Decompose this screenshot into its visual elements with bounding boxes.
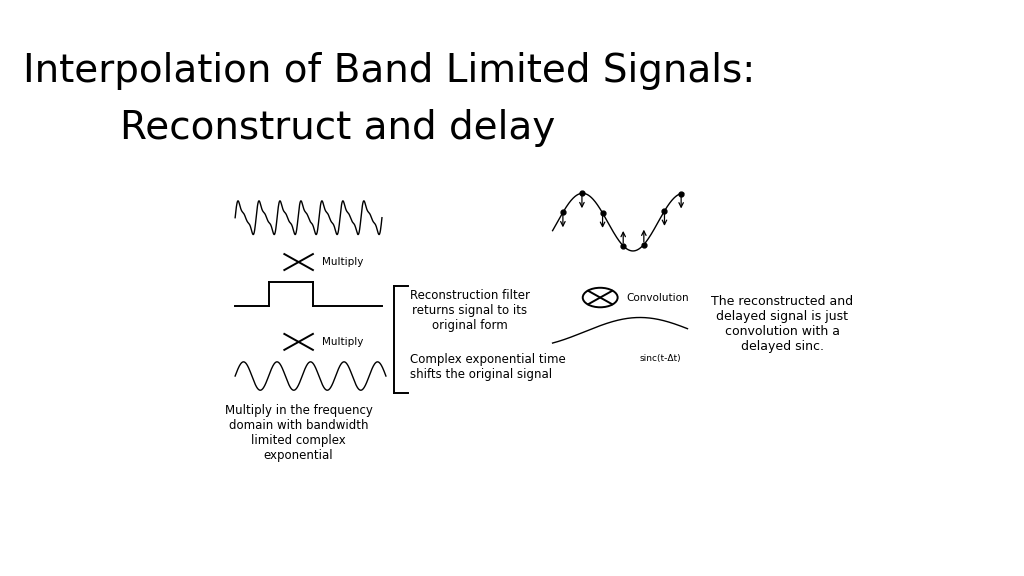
Text: Complex exponential time
shifts the original signal: Complex exponential time shifts the orig… (410, 353, 565, 381)
Text: Interpolation of Band Limited Signals:: Interpolation of Band Limited Signals: (23, 52, 756, 90)
Text: Reconstruction filter
returns signal to its
original form: Reconstruction filter returns signal to … (410, 289, 529, 332)
Text: Multiply: Multiply (323, 337, 364, 347)
Text: Multiply: Multiply (323, 257, 364, 267)
Text: Reconstruct and delay: Reconstruct and delay (120, 109, 556, 147)
Text: The reconstructed and
delayed signal is just
convolution with a
delayed sinc.: The reconstructed and delayed signal is … (712, 295, 853, 353)
Text: Convolution: Convolution (627, 293, 689, 302)
Text: sinc(t-Δt): sinc(t-Δt) (640, 354, 682, 363)
Text: Multiply in the frequency
domain with bandwidth
limited complex
exponential: Multiply in the frequency domain with ba… (224, 404, 373, 462)
